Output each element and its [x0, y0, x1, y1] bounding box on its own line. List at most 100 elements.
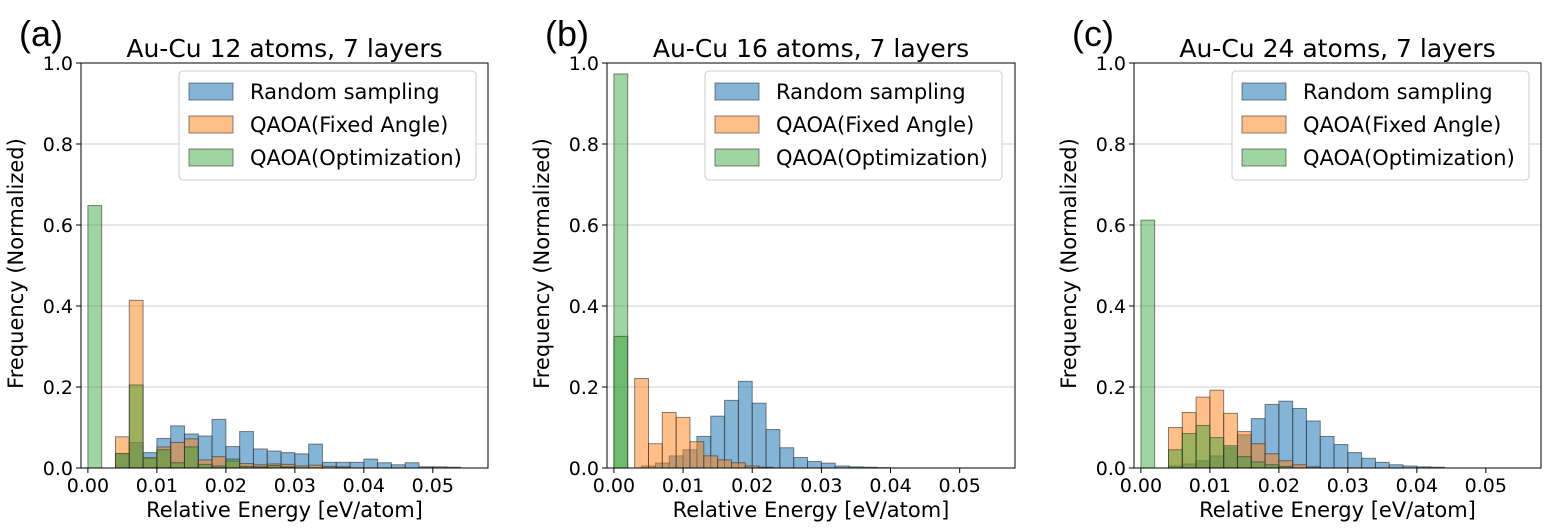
- bar-qaoa-optimization-: [183, 446, 199, 469]
- y-tick-label: 0.0: [43, 458, 73, 480]
- y-axis-label: Frequency (Normalized): [4, 138, 28, 389]
- y-tick-label: 0.6: [43, 215, 73, 237]
- x-axis-label: Relative Energy [eV/atom]: [1199, 498, 1476, 522]
- y-tick-label: 0.4: [43, 296, 73, 318]
- y-tick-label: 0.6: [569, 215, 599, 237]
- panel-label: (b): [545, 13, 589, 54]
- x-tick-label: 0.01: [1189, 475, 1231, 497]
- y-tick-label: 0.2: [1096, 377, 1126, 399]
- bar-random-sampling: [807, 461, 822, 469]
- x-tick-label: 0.00: [67, 475, 109, 497]
- x-tick-label: 0.00: [593, 475, 635, 497]
- legend-swatch: [1241, 82, 1287, 101]
- legend-swatch: [188, 115, 234, 134]
- x-tick-label: 0.02: [205, 475, 247, 497]
- bar-qaoa-fixed-angle-: [689, 441, 705, 469]
- panel-label: (c): [1072, 13, 1114, 54]
- y-axis-label: Frequency (Normalized): [1057, 138, 1081, 389]
- legend-label: QAOA(Optimization): [250, 146, 462, 170]
- bar-random-sampling: [377, 462, 392, 469]
- x-tick-label: 0.02: [731, 475, 773, 497]
- legend-swatch: [714, 82, 760, 101]
- y-tick-label: 0.6: [1096, 215, 1126, 237]
- chart-panel-1: 0.0 0.2 0.4 0.6 0.8 1.0 0.00 0.01 0.02 0.03 0.04 0.…: [4, 13, 489, 522]
- legend-label: QAOA(Fixed Angle): [776, 113, 974, 137]
- x-tick-label: 0.05: [412, 475, 454, 497]
- legend-box: [178, 70, 477, 181]
- chart-title: Au-Cu 12 atoms, 7 layers: [126, 34, 442, 63]
- x-tick-label: 0.00: [1120, 475, 1162, 497]
- bar-qaoa-optimization-: [87, 205, 103, 469]
- bar-random-sampling: [765, 429, 781, 469]
- legend-label: Random sampling: [776, 80, 966, 104]
- bar-random-sampling: [1374, 461, 1390, 469]
- legend-label: QAOA(Optimization): [1303, 146, 1515, 170]
- legend-box: [704, 70, 1003, 181]
- x-tick-label: 0.03: [800, 475, 842, 497]
- bar-qaoa-optimization-: [1167, 449, 1183, 469]
- bar-random-sampling: [363, 458, 379, 469]
- bar-random-sampling: [1278, 400, 1294, 469]
- x-tick-label: 0.03: [1327, 475, 1369, 497]
- legend-swatch: [1241, 115, 1287, 134]
- y-tick-label: 0.8: [569, 134, 599, 156]
- x-tick-label: 0.04: [869, 475, 911, 497]
- bar-random-sampling: [1347, 452, 1363, 469]
- bar-qaoa-optimization-: [170, 462, 185, 469]
- y-tick-label: 0.2: [569, 377, 599, 399]
- legend-label: QAOA(Fixed Angle): [1303, 113, 1501, 137]
- bar-qaoa-optimization-: [1195, 424, 1211, 469]
- bar-random-sampling: [239, 431, 254, 469]
- bar-random-sampling: [751, 402, 767, 469]
- chart-title: Au-Cu 16 atoms, 7 layers: [653, 34, 969, 63]
- x-axis-label: Relative Energy [eV/atom]: [673, 498, 950, 522]
- bar-random-sampling: [1305, 420, 1321, 469]
- y-tick-label: 1.0: [1096, 53, 1126, 75]
- bar-qaoa-optimization-: [128, 384, 144, 469]
- y-tick-label: 0.0: [1096, 458, 1126, 480]
- bar-qaoa-optimization-: [1236, 456, 1252, 469]
- x-tick-label: 0.02: [1258, 475, 1300, 497]
- bar-qaoa-optimization-: [156, 449, 172, 469]
- bar-random-sampling: [1292, 407, 1307, 469]
- bar-qaoa-fixed-angle-: [703, 455, 719, 469]
- bar-qaoa-fixed-angle-: [730, 462, 746, 469]
- x-tick-label: 0.05: [939, 475, 981, 497]
- y-tick-label: 0.8: [43, 134, 73, 156]
- x-tick-label: 0.01: [662, 475, 704, 497]
- legend-swatch: [188, 148, 234, 167]
- chart-panel-2: 0.0 0.2 0.4 0.6 0.8 1.0 0.00 0.01 0.02 0.03 0.04 0.…: [530, 13, 1016, 522]
- plot-frame: [80, 62, 489, 469]
- bar-qaoa-optimization-: [1140, 219, 1156, 469]
- bar-random-sampling: [308, 443, 323, 469]
- bar-qaoa-optimization-: [1250, 461, 1266, 469]
- bar-random-sampling: [820, 462, 836, 469]
- x-tick-label: 0.03: [274, 475, 316, 497]
- plot-frame: [606, 62, 1016, 469]
- bar-qaoa-optimization-: [114, 452, 130, 469]
- bar-random-sampling: [1333, 444, 1349, 469]
- bar-qaoa-fixed-angle-: [661, 412, 677, 469]
- y-tick-label: 0.4: [1096, 296, 1126, 318]
- legend-label: QAOA(Fixed Angle): [250, 113, 448, 137]
- x-tick-label: 0.04: [343, 475, 385, 497]
- y-tick-label: 0.0: [569, 458, 599, 480]
- legend-label: Random sampling: [1303, 80, 1493, 104]
- y-tick-label: 0.8: [1096, 134, 1126, 156]
- bar-qaoa-optimization-: [142, 457, 158, 469]
- bar-random-sampling: [779, 447, 795, 469]
- x-axis-label: Relative Energy [eV/atom]: [146, 498, 423, 522]
- legend-box: [1231, 70, 1530, 181]
- bar-random-sampling: [349, 461, 365, 469]
- panel-label: (a): [19, 13, 63, 54]
- bar-random-sampling: [1319, 435, 1335, 469]
- bar-qaoa-fixed-angle-: [647, 443, 663, 469]
- x-tick-label: 0.05: [1465, 475, 1507, 497]
- y-tick-label: 1.0: [43, 53, 73, 75]
- legend-swatch: [1241, 148, 1287, 167]
- bar-qaoa-optimization-: [1209, 437, 1225, 469]
- legend-label: Random sampling: [250, 80, 440, 104]
- bar-qaoa-fixed-angle-: [675, 416, 691, 469]
- bar-qaoa-optimization-: [1223, 445, 1238, 469]
- bar-random-sampling: [793, 456, 809, 469]
